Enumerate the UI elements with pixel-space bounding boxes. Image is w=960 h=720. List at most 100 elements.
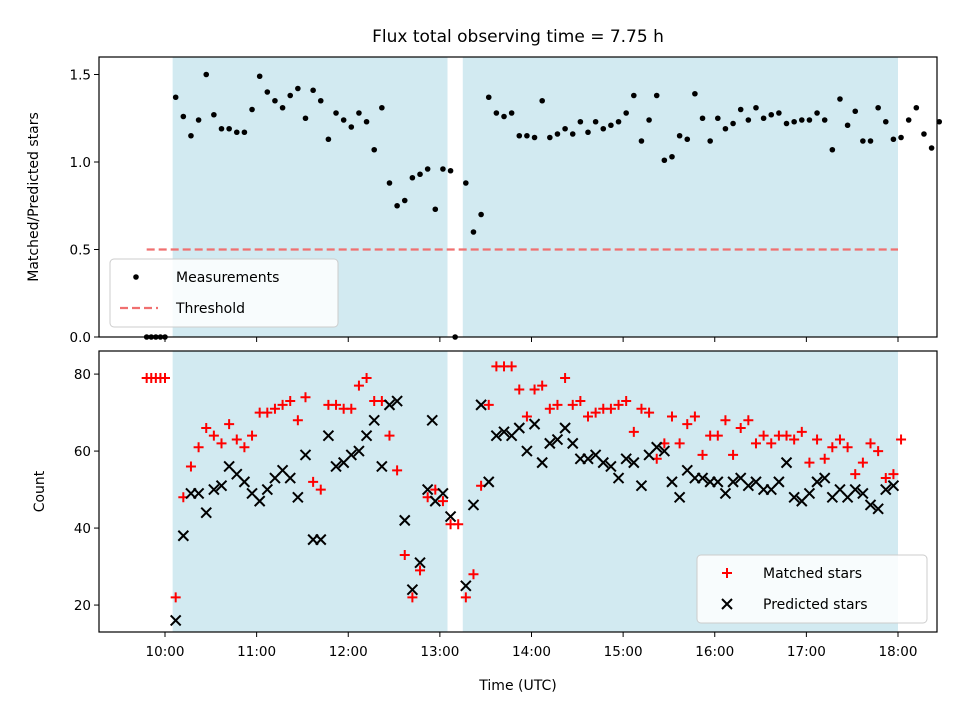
measurement-point xyxy=(226,125,232,132)
matched-star-point xyxy=(827,442,838,453)
predicted-star-point xyxy=(215,480,228,492)
predicted-star-point xyxy=(673,491,686,503)
measurement-point xyxy=(188,132,194,139)
predicted-star-point xyxy=(284,472,296,484)
measurement-point xyxy=(409,174,416,181)
predicted-star-point xyxy=(426,414,438,426)
matched-star-point xyxy=(865,438,876,449)
matched-star-point xyxy=(544,403,555,414)
measurement-point xyxy=(233,129,240,136)
matched-star-point xyxy=(613,399,624,410)
x-tick-label: 10:00 xyxy=(146,644,185,660)
predicted-star-point xyxy=(376,460,388,473)
measurement-point xyxy=(539,97,545,104)
measurement-point xyxy=(936,118,943,125)
legend-x-swatch xyxy=(721,598,733,610)
x-tick-label: 11:00 xyxy=(237,644,276,660)
matched-star-point xyxy=(758,430,769,441)
measurement-point xyxy=(791,118,797,125)
predicted-star-point xyxy=(567,437,579,450)
legend-label: Threshold xyxy=(175,301,245,317)
x-tick-label: 16:00 xyxy=(695,644,734,660)
predicted-star-point xyxy=(421,483,434,496)
matched-star-point xyxy=(392,465,403,476)
measurement-point xyxy=(821,117,828,123)
matched-star-point xyxy=(331,399,342,410)
measurement-point xyxy=(417,171,423,178)
measurement-point xyxy=(554,131,561,137)
measurement-point xyxy=(203,71,210,78)
matched-star-point xyxy=(269,403,280,414)
matched-star-point xyxy=(575,396,586,407)
measurement-point xyxy=(279,104,286,111)
legend-label: Matched stars xyxy=(763,566,862,582)
predicted-star-point xyxy=(238,476,251,488)
measurement-point xyxy=(531,134,538,141)
measurement-point xyxy=(829,146,836,153)
measurement-point xyxy=(264,89,271,95)
measurement-point xyxy=(638,138,645,144)
predicted-star-point xyxy=(582,453,594,465)
legend-box xyxy=(109,258,339,328)
y-tick-label: 1.0 xyxy=(70,155,91,171)
measurement-point xyxy=(867,138,874,144)
matched-star-point xyxy=(735,422,746,433)
measurement-point xyxy=(524,132,530,139)
predicted-star-point xyxy=(467,499,480,511)
predicted-star-point xyxy=(605,460,617,473)
predicted-star-point xyxy=(490,429,503,442)
matched-star-point xyxy=(605,403,616,414)
chart-title: Flux total observing time = 7.75 h xyxy=(372,27,664,47)
matched-star-point xyxy=(185,461,196,472)
measurement-point xyxy=(806,117,813,123)
measurement-point xyxy=(463,180,469,186)
predicted-star-point xyxy=(773,476,785,488)
measurement-point xyxy=(699,115,706,122)
measurement-point xyxy=(760,115,767,122)
measurement-point xyxy=(646,117,652,123)
y-tick-label: 60 xyxy=(74,444,91,460)
measurement-point xyxy=(485,94,492,101)
matched-star-point xyxy=(193,442,204,453)
matched-star-point xyxy=(636,403,647,414)
predicted-star-point xyxy=(872,503,884,515)
matched-star-point xyxy=(796,426,807,437)
matched-star-point xyxy=(689,411,700,422)
measurement-point xyxy=(340,117,347,123)
predicted-star-point xyxy=(803,487,816,500)
matched-star-point xyxy=(262,407,273,418)
predicted-star-point xyxy=(719,487,732,500)
measurement-point xyxy=(424,166,431,172)
matched-star-point xyxy=(315,484,326,495)
matched-star-point xyxy=(201,422,212,433)
measurement-point xyxy=(333,110,339,116)
measurement-point xyxy=(348,124,355,130)
predicted-star-point xyxy=(742,480,755,492)
measurement-point xyxy=(631,92,637,99)
measurement-point xyxy=(195,117,202,123)
measurement-point xyxy=(249,106,255,113)
measurement-point xyxy=(180,113,187,120)
measurement-point xyxy=(447,167,454,174)
measurement-point xyxy=(661,157,668,164)
measurement-point xyxy=(776,110,782,116)
plot-frame xyxy=(98,350,938,633)
measurement-point xyxy=(623,110,629,116)
legend-box xyxy=(696,554,928,624)
measurement-point xyxy=(295,85,301,92)
matched-star-point xyxy=(399,550,410,561)
measurement-point xyxy=(379,104,385,111)
measurement-point xyxy=(600,125,607,132)
measurement-point xyxy=(401,197,408,204)
measurement-point xyxy=(325,136,332,143)
matched-star-point xyxy=(743,415,754,426)
predicted-star-point xyxy=(475,399,487,411)
matched-star-point xyxy=(621,396,632,407)
matched-star-point xyxy=(292,415,303,426)
matched-star-point xyxy=(583,411,594,422)
measurement-point xyxy=(875,104,881,111)
matched-star-point xyxy=(483,399,494,410)
measurement-point xyxy=(913,104,920,111)
predicted-star-point xyxy=(391,395,403,407)
predicted-star-point xyxy=(353,445,365,457)
